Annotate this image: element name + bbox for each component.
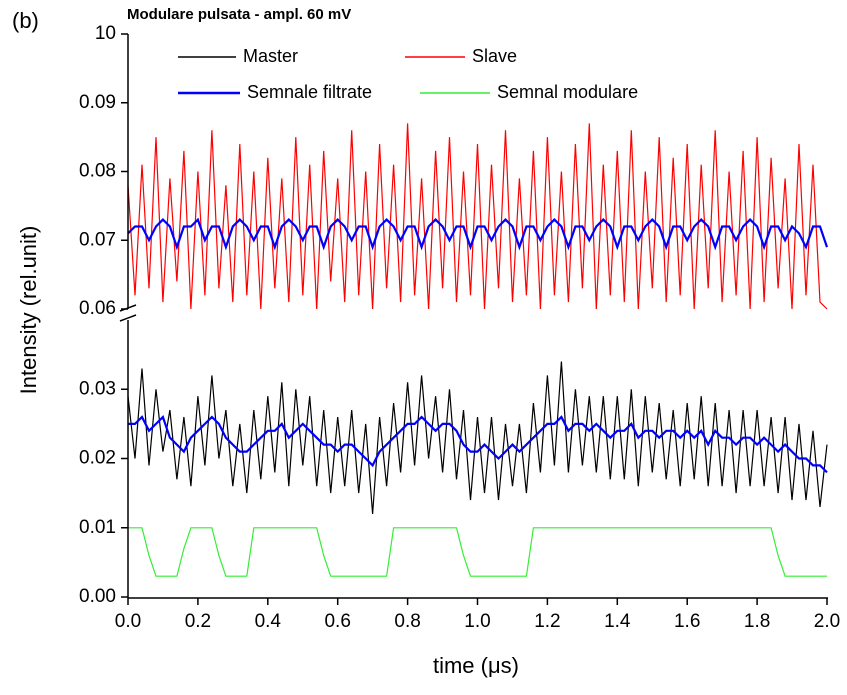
x-tick-label: 0.4 bbox=[255, 611, 282, 632]
panel-label: (b) bbox=[12, 8, 39, 33]
x-tick-label: 1.6 bbox=[674, 611, 700, 632]
y-tick-label: 0.09 bbox=[79, 92, 116, 113]
legend-label: Semnal modulare bbox=[497, 82, 638, 102]
x-tick-label: 0.2 bbox=[185, 611, 211, 632]
y-axis-label: Intensity (rel.unit) bbox=[16, 226, 41, 395]
plot-area bbox=[127, 123, 829, 577]
x-tick-label: 1.0 bbox=[464, 611, 490, 632]
x-tick-label: 1.4 bbox=[604, 611, 631, 632]
y-tick-label: 0.07 bbox=[79, 229, 116, 250]
legend-label: Slave bbox=[472, 46, 517, 66]
axes bbox=[119, 33, 828, 605]
legend-label: Master bbox=[243, 46, 298, 66]
series-line bbox=[127, 217, 829, 251]
x-tick-label: 0.6 bbox=[324, 611, 350, 632]
y-tick-label: 0.08 bbox=[79, 161, 116, 182]
y-tick-label: 10 bbox=[95, 23, 116, 44]
x-tick-label: 0.0 bbox=[115, 611, 141, 632]
axis-break bbox=[119, 304, 137, 312]
x-tick-label: 1.2 bbox=[534, 611, 560, 632]
legend-label: Semnale filtrate bbox=[247, 82, 372, 102]
y-tick-label: 0.00 bbox=[79, 586, 116, 607]
x-tick-label: 1.8 bbox=[744, 611, 770, 632]
y-tick-label: 0.01 bbox=[79, 517, 116, 538]
y-tick-label: 0.02 bbox=[79, 448, 116, 469]
series-line bbox=[128, 414, 828, 474]
y-tick-label: 0.06 bbox=[79, 298, 116, 319]
series-line bbox=[127, 123, 828, 310]
y-tick-label: 0.03 bbox=[79, 378, 116, 399]
series-line bbox=[127, 361, 828, 514]
chart-title: Modulare pulsata - ampl. 60 mV bbox=[127, 6, 351, 23]
series-line bbox=[128, 527, 827, 577]
x-tick-label: 0.8 bbox=[394, 611, 420, 632]
axis-break bbox=[119, 314, 137, 322]
x-axis-label: time (μs) bbox=[433, 653, 519, 678]
x-tick-label: 2.0 bbox=[814, 611, 840, 632]
